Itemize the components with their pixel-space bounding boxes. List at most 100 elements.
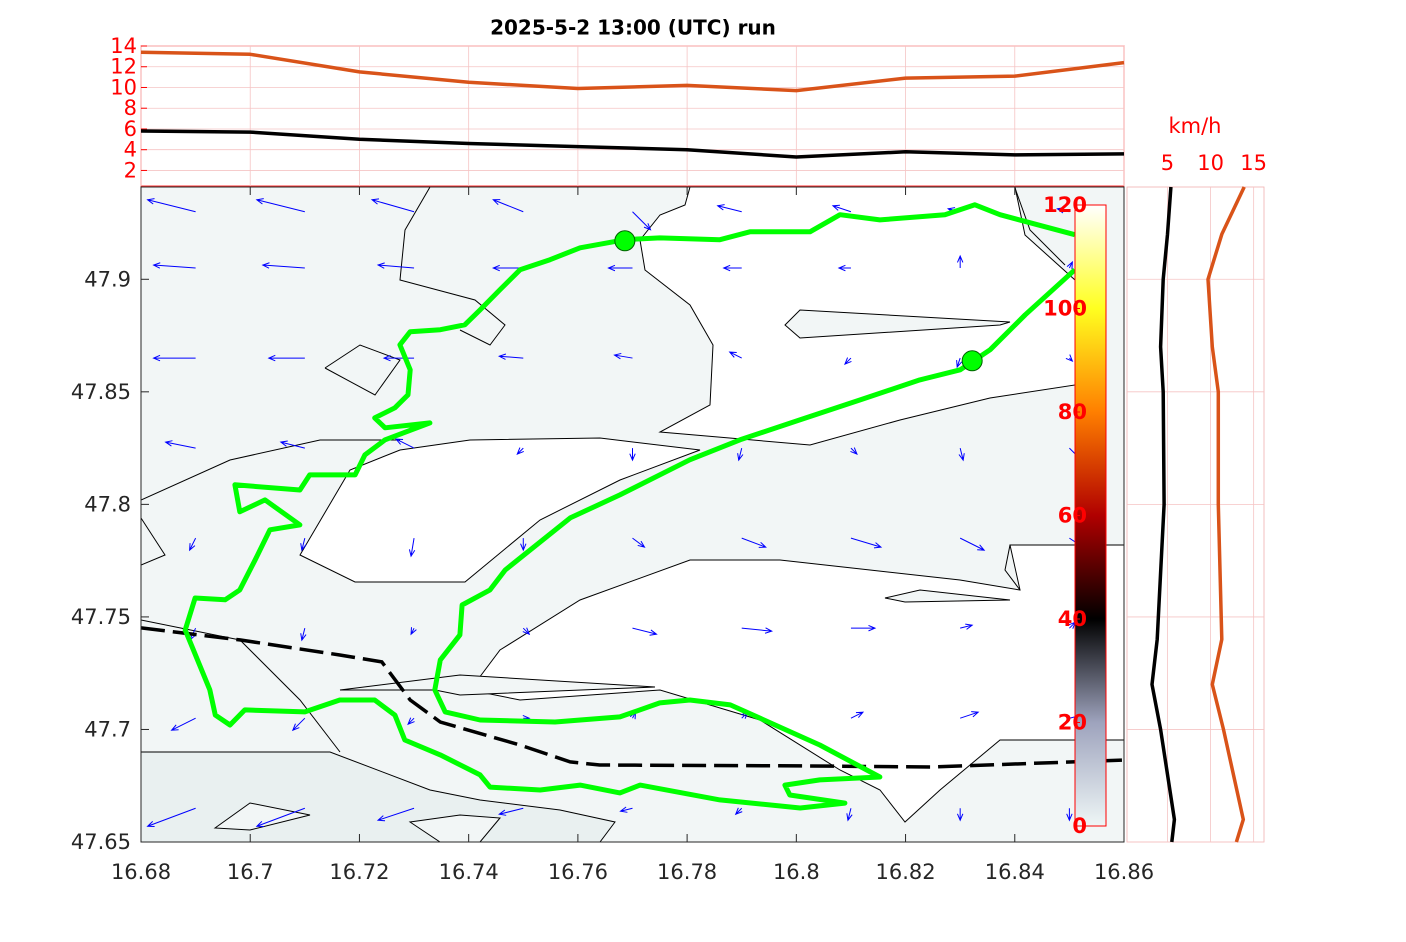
x-tick-label: 5 [1161,151,1174,175]
contour [324,344,401,396]
contour [408,814,502,842]
wind-arrow [958,447,965,462]
contour [784,309,1011,339]
y-tick-label: 12 [110,55,137,79]
line-series [140,50,1125,93]
x-tick-label: 16.72 [329,860,389,884]
wind-arrow [632,537,646,548]
colorbar [1074,204,1107,827]
x-tick-label: 16.82 [875,860,935,884]
x-tick-label: 16.8 [773,860,820,884]
colorbar-tick-label: 120 [1043,193,1087,217]
wind-arrow [170,717,196,731]
contour [1004,544,1021,591]
station-point [614,230,636,252]
line-series [140,129,1125,159]
contour [299,437,701,583]
contour [399,187,506,346]
wind-arrow [255,198,305,213]
colorbar-tick-label: 60 [1058,504,1087,528]
wind-arrow [394,438,415,449]
profile-x-label: km/h [1168,114,1221,138]
wind-arrow [741,627,773,634]
y-tick-label: 47.85 [71,380,131,404]
wind-arrow [164,440,196,449]
contour [339,674,656,696]
y-tick-label: 47.75 [71,605,131,629]
wind-arrow [960,711,980,719]
wind-arrow [370,198,415,213]
wind-arrow [1066,260,1073,270]
y-tick-label: 47.8 [84,492,131,516]
colorbar-tick-label: 100 [1043,297,1087,321]
y-tick-label: 10 [110,75,137,99]
wind-arrow [522,627,531,636]
wind-arrow [498,807,524,816]
station-point [961,350,983,372]
y-tick-label: 6 [124,117,137,141]
border-line [141,626,1124,769]
wind-arrow [1056,207,1070,214]
wind-arrow [959,537,986,551]
wind-arrow [146,198,196,213]
wind-arrow [956,357,963,369]
wind-arrow [189,537,197,552]
main-panel-frame [140,186,1125,843]
x-tick-label: 16.78 [657,860,717,884]
wind-arrow [632,627,658,636]
contour [1014,187,1066,266]
wind-arrow [956,254,964,269]
colorbar-tick-label: 20 [1058,711,1087,735]
wind-arrow [850,537,883,549]
wind-arrow [850,711,865,719]
wind-arrow [300,628,307,642]
chart-title: 2025-5-2 13:00 (UTC) run [490,16,776,40]
wind-arrow [629,448,636,462]
wind-arrow [261,262,305,269]
profile-series [1206,186,1246,843]
wind-arrow [279,440,305,449]
wind-arrow [410,627,417,636]
colorbar-tick-label: 80 [1058,400,1087,424]
wind-arrow [267,354,305,362]
wind-arrow [960,623,974,630]
wind-arrow [1066,808,1073,822]
wind-arrow [1065,354,1074,362]
x-tick-label: 16.74 [439,860,499,884]
wind-arrow [844,357,852,365]
wind-arrow [291,717,306,732]
shoreline [182,202,1077,811]
x-tick-label: 16.86 [1094,860,1154,884]
wind-arrow [408,538,416,558]
wind-arrow [831,204,852,213]
wind-arrow [850,447,858,456]
wind-arrow [152,354,196,362]
wind-arrow [607,264,633,272]
contour [884,589,1011,603]
contour [213,802,311,831]
wind-arrow [734,807,743,816]
wind-arrow [716,204,742,213]
x-tick-label: 10 [1197,151,1224,175]
wind-arrow [382,354,415,362]
y-tick-label: 47.65 [71,830,131,854]
wind-arrow [516,447,524,456]
wind-arrow [728,351,742,359]
wind-arrow [300,538,307,552]
x-tick-label: 16.68 [111,860,171,884]
wind-arrow [619,806,633,813]
wind-arrow [846,808,853,822]
colorbar-tick-label: 40 [1058,607,1087,631]
wind-arrow [376,807,415,822]
x-tick-label: 16.84 [985,860,1045,884]
wind-arrow [956,808,964,822]
wind-arrow [632,211,652,231]
wind-arrow [407,717,415,726]
contour [141,439,400,501]
contour [141,619,341,753]
contour [141,517,166,566]
y-tick-label: 8 [124,96,137,120]
wind-arrow [146,807,196,828]
wind-arrow [741,537,767,548]
